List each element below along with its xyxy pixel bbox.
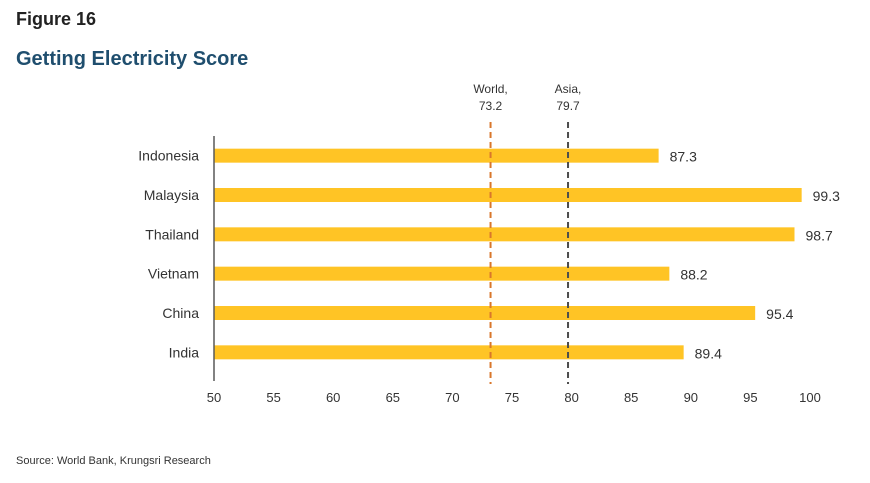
- reference-label: World,: [473, 82, 507, 96]
- value-label: 99.3: [813, 188, 840, 204]
- x-tick-label: 70: [445, 390, 459, 405]
- x-tick-label: 90: [684, 390, 698, 405]
- value-label: 87.3: [670, 149, 697, 165]
- category-label: Thailand: [145, 226, 199, 242]
- x-tick-label: 75: [505, 390, 519, 405]
- bar-thailand: [214, 227, 795, 242]
- x-tick-label: 95: [743, 390, 757, 405]
- x-tick-label: 50: [207, 390, 221, 405]
- category-label: Indonesia: [138, 148, 199, 164]
- bar-malaysia: [214, 188, 802, 202]
- chart-title: Getting Electricity Score: [16, 48, 249, 70]
- bar-vietnam: [214, 266, 670, 281]
- bar-china: [214, 306, 756, 320]
- source-note: Source: World Bank, Krungsri Research: [16, 455, 211, 467]
- reference-value: 79.7: [556, 99, 580, 113]
- figure-label: Figure 16: [16, 9, 97, 29]
- category-label: India: [169, 344, 200, 360]
- x-tick-label: 65: [386, 390, 400, 405]
- value-label: 89.4: [695, 345, 722, 361]
- x-tick-label: 100: [799, 390, 821, 405]
- bar-indonesia: [214, 148, 659, 163]
- category-label: China: [162, 305, 199, 321]
- reference-label: Asia,: [555, 82, 582, 96]
- category-label: Malaysia: [144, 187, 199, 203]
- x-tick-label: 60: [326, 390, 340, 405]
- bar-india: [214, 345, 684, 360]
- x-tick-label: 80: [564, 390, 578, 405]
- x-tick-label: 55: [266, 390, 280, 405]
- value-label: 98.7: [806, 227, 833, 243]
- reference-value: 73.2: [479, 99, 503, 113]
- category-label: Vietnam: [148, 266, 199, 282]
- value-label: 95.4: [766, 306, 793, 322]
- value-label: 88.2: [680, 267, 707, 283]
- x-tick-label: 85: [624, 390, 638, 405]
